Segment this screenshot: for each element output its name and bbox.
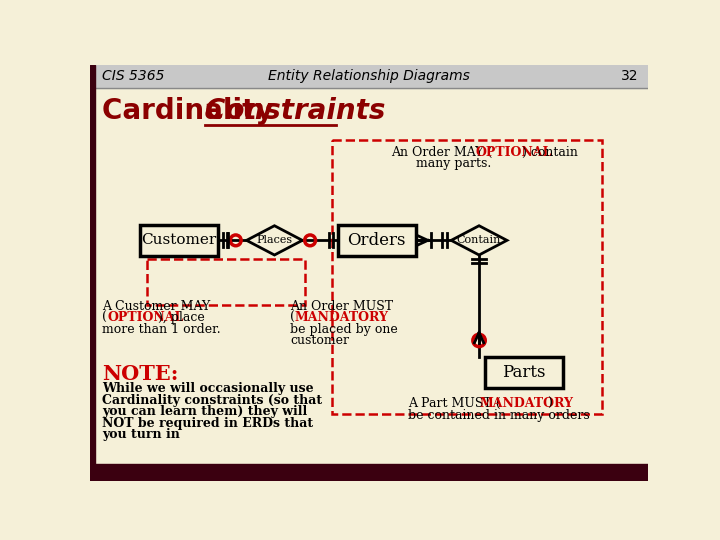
Text: you turn in: you turn in (102, 428, 180, 441)
Text: CIS 5365: CIS 5365 (102, 69, 165, 83)
Bar (147, 259, 305, 305)
Text: An Order MAY (: An Order MAY ( (391, 146, 492, 159)
Bar (332, 140, 601, 414)
Text: OPTIONAL: OPTIONAL (107, 311, 184, 324)
Text: be placed by one: be placed by one (290, 323, 397, 336)
Text: (: ( (290, 311, 295, 324)
Bar (90, 464, 648, 481)
Bar (90, 65, 648, 88)
Text: more than 1 order.: more than 1 order. (102, 323, 221, 336)
Text: MANDATORY: MANDATORY (294, 311, 389, 324)
Text: 32: 32 (621, 69, 639, 83)
Polygon shape (246, 226, 302, 255)
Text: Entity Relationship Diagrams: Entity Relationship Diagrams (268, 69, 470, 83)
Bar (90, 65, 96, 481)
Text: OPTIONAL: OPTIONAL (475, 146, 552, 159)
Bar (140, 225, 218, 256)
Text: you can learn them) they will: you can learn them) they will (102, 405, 307, 418)
Text: ), place: ), place (158, 311, 205, 324)
Text: ) contain: ) contain (523, 146, 578, 159)
Text: NOT be required in ERDs that: NOT be required in ERDs that (102, 417, 313, 430)
Text: While we will occasionally use: While we will occasionally use (102, 382, 314, 395)
Text: Cardinality: Cardinality (102, 97, 284, 125)
Text: Orders: Orders (348, 232, 406, 249)
Text: A Customer MAY: A Customer MAY (102, 300, 211, 313)
Text: (: ( (102, 311, 107, 324)
Text: Parts: Parts (503, 364, 546, 381)
Text: ): ) (547, 397, 552, 410)
Text: A Part MUST (: A Part MUST ( (408, 397, 500, 410)
Text: NOTE:: NOTE: (102, 363, 179, 383)
Text: MANDATORY: MANDATORY (479, 397, 573, 410)
Text: An Order MUST: An Order MUST (290, 300, 393, 313)
Text: many parts.: many parts. (415, 157, 491, 170)
Text: Constraints: Constraints (204, 97, 385, 125)
Text: be contained in many orders: be contained in many orders (408, 409, 590, 422)
Text: Contain: Contain (457, 235, 501, 245)
Bar (485, 357, 563, 388)
Polygon shape (451, 226, 507, 255)
Text: Cardinality constraints (so that: Cardinality constraints (so that (102, 394, 323, 407)
Bar (338, 225, 415, 256)
Text: Customer: Customer (142, 233, 217, 247)
Text: Places: Places (256, 235, 292, 245)
Text: customer: customer (290, 334, 349, 347)
